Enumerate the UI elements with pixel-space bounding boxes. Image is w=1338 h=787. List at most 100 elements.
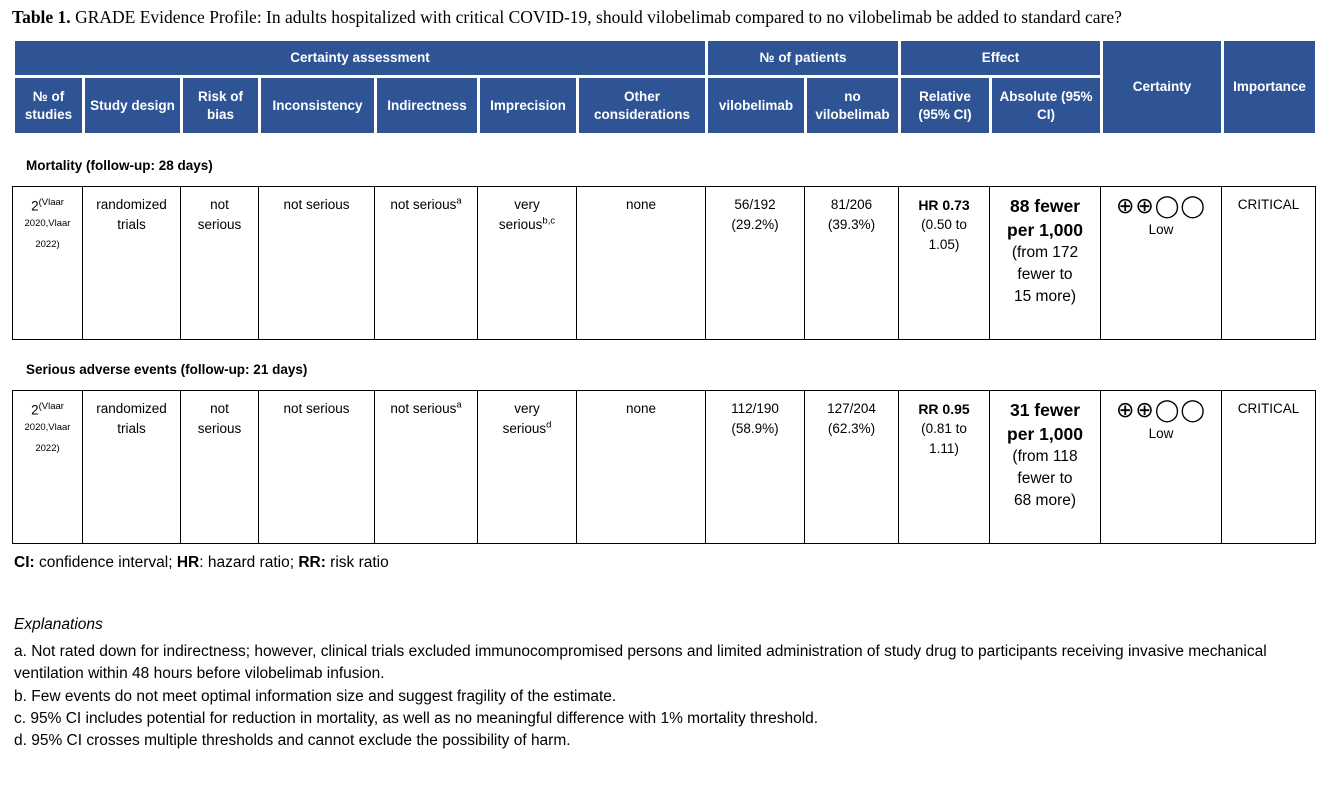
cell-no-of-studies: 2(Vlaar 2020,Vlaar 2022) — [12, 390, 83, 545]
outcome-table-mortality: 2(Vlaar 2020,Vlaar 2022) randomized tria… — [12, 186, 1316, 341]
explanation-d: d. 95% CI crosses multiple thresholds an… — [14, 732, 571, 750]
relative-effect-ci: (0.50 to 1.05) — [921, 217, 967, 252]
abbrev-term-rr: RR: — [298, 554, 326, 572]
certainty-symbols: ⊕⊕◯◯ — [1115, 194, 1207, 220]
imprecision-footnote: b,c — [542, 215, 556, 227]
cell-importance: CRITICAL — [1221, 186, 1316, 341]
study-design-value: randomized trials — [96, 401, 167, 436]
studies-count: 2 — [31, 198, 39, 214]
other-considerations-value: none — [625, 401, 657, 417]
section-heading-mortality: Mortality (follow-up: 28 days) — [26, 158, 213, 174]
header-col-no-of-studies: № of studies — [12, 75, 85, 137]
abbreviations-line: CI: confidence interval; HR: hazard rati… — [14, 554, 1324, 572]
cell-indirectness: not seriousa — [374, 186, 478, 341]
header-group-effect: Effect — [898, 38, 1104, 79]
imprecision-footnote: d — [546, 419, 552, 431]
header-col-imprecision: Imprecision — [477, 75, 579, 137]
certainty-label: Low — [1148, 426, 1174, 442]
header-col-absolute-ci: Absolute (95% CI) — [989, 75, 1104, 137]
cell-inconsistency: not serious — [258, 390, 375, 545]
risk-of-bias-value: not serious — [197, 401, 242, 436]
abbrev-def-hr: : hazard ratio; — [199, 554, 299, 572]
outcome-table-serious-adverse-events: 2(Vlaar 2020,Vlaar 2022) randomized tria… — [12, 390, 1316, 545]
abbrev-def-ci: confidence interval; — [34, 554, 177, 572]
header-group-no-of-patients: № of patients — [705, 38, 902, 79]
abbrev-def-rr: risk ratio — [325, 554, 389, 572]
cell-risk-of-bias: not serious — [180, 390, 259, 545]
cell-importance: CRITICAL — [1221, 390, 1316, 545]
header-col-risk-of-bias: Risk of bias — [180, 75, 261, 137]
table-title-text: GRADE Evidence Profile: In adults hospit… — [70, 7, 1122, 27]
no-vilobelimab-value: 81/206 (39.3%) — [827, 197, 876, 232]
header-importance: Importance — [1221, 38, 1319, 137]
header-col-no-vilobelimab: no vilobelimab — [804, 75, 902, 137]
imprecision-value: very serious — [498, 197, 543, 232]
header-col-inconsistency: Inconsistency — [258, 75, 377, 137]
absolute-effect-ci: (from 172 fewer to 15 more) — [1011, 244, 1079, 305]
cell-relative-effect: HR 0.73 (0.50 to 1.05) — [898, 186, 990, 341]
cell-certainty: ⊕⊕◯◯ Low — [1100, 186, 1222, 341]
studies-citation: (Vlaar 2020,Vlaar 2022) — [24, 197, 71, 251]
indirectness-footnote: a — [456, 195, 462, 207]
section-heading-serious-adverse-events: Serious adverse events (follow-up: 21 da… — [26, 362, 308, 378]
abbrev-term-ci: CI: — [14, 554, 35, 572]
relative-effect-estimate: RR 0.95 — [918, 401, 970, 418]
explanation-c: c. 95% CI includes potential for reducti… — [14, 709, 819, 727]
table-title-label: Table 1. — [12, 7, 71, 27]
relative-effect-ci: (0.81 to 1.11) — [921, 421, 967, 456]
explanation-a: a. Not rated down for indirectness; howe… — [14, 642, 1267, 683]
absolute-effect-estimate: 88 fewer per 1,000 — [1007, 196, 1083, 240]
relative-effect-estimate: HR 0.73 — [918, 197, 970, 214]
absolute-effect-ci: (from 118 fewer to 68 more) — [1012, 448, 1078, 509]
inconsistency-value: not serious — [283, 401, 350, 417]
cell-study-design: randomized trials — [82, 390, 181, 545]
importance-value: CRITICAL — [1237, 401, 1300, 417]
header-group-certainty-assessment: Certainty assessment — [11, 38, 709, 79]
study-design-value: randomized trials — [96, 197, 167, 232]
absolute-effect-estimate: 31 fewer per 1,000 — [1007, 400, 1083, 444]
indirectness-value: not serious — [390, 197, 457, 213]
cell-vilobelimab: 56/192 (29.2%) — [705, 186, 805, 341]
studies-citation: (Vlaar 2020,Vlaar 2022) — [24, 401, 71, 455]
no-vilobelimab-value: 127/204 (62.3%) — [827, 401, 876, 436]
certainty-label: Low — [1148, 222, 1174, 238]
risk-of-bias-value: not serious — [197, 197, 242, 232]
table-title: Table 1. GRADE Evidence Profile: In adul… — [12, 6, 1322, 29]
cell-other-considerations: none — [576, 186, 706, 341]
cell-vilobelimab: 112/190 (58.9%) — [705, 390, 805, 545]
cell-imprecision: very seriousd — [477, 390, 577, 545]
cell-indirectness: not seriousa — [374, 390, 478, 545]
explanations-heading: Explanations — [14, 616, 103, 634]
importance-value: CRITICAL — [1237, 197, 1300, 213]
explanations-section: Explanations a. Not rated down for indir… — [14, 614, 1324, 753]
cell-study-design: randomized trials — [82, 186, 181, 341]
indirectness-footnote: a — [456, 399, 462, 411]
cell-absolute-effect: 31 fewer per 1,000 (from 118 fewer to 68 … — [989, 390, 1101, 545]
vilobelimab-value: 112/190 (58.9%) — [731, 401, 779, 436]
header-certainty: Certainty — [1100, 38, 1225, 137]
cell-absolute-effect: 88 fewer per 1,000 (from 172 fewer to 15 … — [989, 186, 1101, 341]
cell-certainty: ⊕⊕◯◯ Low — [1100, 390, 1222, 545]
header-col-other-considerations: Other considerations — [575, 75, 709, 137]
abbrev-term-hr: HR — [176, 554, 200, 572]
cell-no-of-studies: 2(Vlaar 2020,Vlaar 2022) — [12, 186, 83, 341]
vilobelimab-value: 56/192 (29.2%) — [731, 197, 779, 232]
table-header: Certainty assessment № of patients Effec… — [11, 38, 1319, 137]
table-row: 2(Vlaar 2020,Vlaar 2022) randomized tria… — [12, 186, 1316, 341]
indirectness-value: not serious — [390, 401, 457, 417]
header-col-relative-ci: Relative (95% CI) — [898, 75, 993, 137]
cell-inconsistency: not serious — [258, 186, 375, 341]
cell-no-vilobelimab: 81/206 (39.3%) — [804, 186, 899, 341]
inconsistency-value: not serious — [283, 197, 350, 213]
other-considerations-value: none — [625, 197, 657, 213]
cell-other-considerations: none — [576, 390, 706, 545]
studies-count: 2 — [31, 402, 39, 418]
cell-risk-of-bias: not serious — [180, 186, 259, 341]
cell-imprecision: very seriousb,c — [477, 186, 577, 341]
cell-no-vilobelimab: 127/204 (62.3%) — [804, 390, 899, 545]
explanation-b: b. Few events do not meet optimal inform… — [14, 687, 617, 705]
table-row: 2(Vlaar 2020,Vlaar 2022) randomized tria… — [12, 390, 1316, 545]
header-col-vilobelimab: vilobelimab — [705, 75, 808, 137]
certainty-symbols: ⊕⊕◯◯ — [1115, 398, 1207, 424]
